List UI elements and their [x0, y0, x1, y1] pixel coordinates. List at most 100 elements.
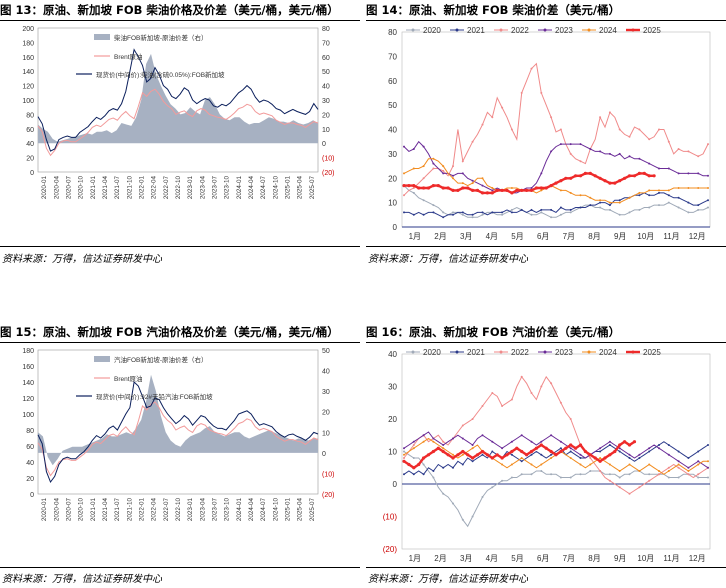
fig14-marker-2024 — [559, 189, 562, 192]
fig16-plot-frame — [401, 353, 711, 550]
fig16-marker-2023 — [442, 444, 445, 446]
figure-15-title: 图 15：原油、新加坡 FOB 汽油价格及价差（美元/桶，美元/桶） — [0, 325, 339, 339]
figure-16: 图 16：原油、新加坡 FOB 汽油价差（美元/桶） (20) (10) 0 10 20… — [366, 322, 726, 588]
fig16-y-tick: 0 — [393, 480, 398, 489]
fig16-marker-2024 — [520, 457, 523, 459]
fig13-left-tick: 60 — [26, 127, 34, 134]
fig14-marker-2025 — [451, 188, 455, 192]
fig14-marker-2025 — [578, 174, 583, 178]
fig16-marker-2020 — [510, 476, 513, 479]
fig14-x-label: 3月 — [460, 232, 472, 241]
fig14-marker-2020 — [422, 199, 425, 202]
fig15-x-tick: 2021-10 — [126, 498, 133, 522]
fig14-marker-2020 — [412, 191, 415, 194]
fig16-line-2023 — [403, 431, 709, 469]
fig16-marker-2025 — [422, 456, 426, 460]
fig14-marker-2025 — [490, 191, 494, 195]
fig16-marker-2023 — [510, 440, 513, 443]
fig14-x-label: 7月 — [563, 232, 575, 241]
fig16-marker-2024 — [608, 463, 611, 466]
fig16-legend-marker-2020 — [411, 350, 415, 354]
fig14-marker-2021 — [422, 213, 425, 216]
fig14-marker-2025 — [647, 174, 651, 178]
fig15-left-tick: 120 — [22, 396, 34, 403]
fig14-legend-2023: 2023 — [555, 26, 573, 35]
fig16-marker-2021 — [618, 450, 621, 453]
fig16-marker-2021 — [540, 453, 543, 456]
fig16-marker-2024 — [658, 470, 660, 472]
figure-13-bottom-rule — [0, 246, 360, 247]
fig14-marker-2022 — [638, 128, 641, 131]
fig15-left-tick: 20 — [26, 476, 34, 483]
fig14-marker-2020 — [471, 216, 474, 219]
fig16-x-label: 6月 — [537, 554, 549, 563]
fig16-x-label: 8月 — [588, 554, 600, 563]
fig14-y-tick: 30 — [388, 150, 397, 159]
fig14-marker-2020 — [510, 208, 513, 211]
fig14-marker-2021 — [452, 213, 454, 216]
fig16-marker-2020 — [403, 450, 405, 453]
fig14-marker-2022 — [618, 128, 621, 131]
fig14-marker-2024 — [589, 196, 592, 199]
fig16-marker-2020 — [559, 476, 562, 479]
fig16-marker-2025 — [500, 456, 504, 460]
fig16-marker-2021 — [471, 460, 474, 463]
fig16-marker-2024 — [540, 463, 543, 466]
fig16-marker-2025 — [466, 453, 470, 457]
fig14-marker-2025 — [510, 191, 514, 195]
fig14-marker-2020 — [608, 208, 611, 211]
fig15-left-tick: 40 — [26, 460, 34, 467]
fig14-marker-2025 — [618, 179, 622, 183]
fig14-marker-2025 — [436, 184, 440, 188]
fig14-marker-2020 — [501, 213, 504, 216]
fig15-right-tick: (20) — [322, 492, 334, 499]
fig16-marker-2021 — [687, 457, 690, 459]
fig16-marker-2022 — [501, 405, 504, 407]
fig16-line-2020 — [403, 451, 708, 528]
fig14-marker-2020 — [707, 206, 709, 209]
fig13-right-tick: 50 — [322, 69, 330, 76]
fig14-marker-2021 — [481, 211, 484, 214]
fig14-marker-2025 — [441, 186, 445, 190]
fig15-x-tick: 2022-01 — [138, 498, 145, 522]
fig16-marker-2023 — [569, 447, 572, 450]
fig14-marker-2023 — [569, 143, 572, 146]
fig16-marker-2023 — [471, 444, 474, 446]
fig16-marker-2020 — [471, 515, 474, 518]
fig14-marker-2020 — [599, 206, 602, 209]
fig15-x-tick: 2022-07 — [163, 498, 170, 522]
fig13-x-tick: 2020-07 — [65, 176, 72, 200]
figure-13: 图 13：原油、新加坡 FOB 柴油价格及价差（美元/桶，美元/桶） 0 20 40… — [0, 0, 360, 268]
figure-14: 图 14：原油、新加坡 FOB 柴油价差（美元/桶） 0 10 20 30 40 50 60… — [366, 0, 726, 268]
fig15-x-tick: 2024-04 — [248, 498, 255, 522]
fig16-marker-2020 — [540, 470, 543, 472]
fig16-marker-2020 — [628, 473, 631, 476]
fig13-left-tick: 0 — [30, 170, 34, 177]
fig16-marker-2021 — [403, 473, 405, 476]
fig16-legend-marker-2022 — [499, 350, 503, 354]
fig14-marker-2025 — [525, 188, 529, 192]
fig15-right-tick: (10) — [322, 471, 334, 478]
fig14-marker-2025 — [539, 186, 543, 190]
fig14-marker-2023 — [481, 184, 484, 187]
fig16-marker-2024 — [589, 463, 592, 466]
fig14-marker-2020 — [658, 204, 660, 207]
fig16-marker-2025 — [436, 446, 440, 450]
fig16-marker-2020 — [648, 473, 651, 476]
fig16-marker-2025 — [559, 449, 563, 454]
fig14-marker-2023 — [687, 172, 690, 175]
fig16-marker-2024 — [697, 463, 700, 466]
fig13-x-tick: 2021-10 — [126, 176, 133, 200]
fig16-marker-2025 — [426, 453, 431, 457]
fig14-x-label: 1月 — [409, 232, 421, 241]
fig14-marker-2025 — [461, 186, 465, 190]
fig14-marker-2022 — [559, 128, 562, 131]
fig16-marker-2023 — [550, 434, 553, 437]
fig13-left-tick: 200 — [22, 26, 34, 33]
figure-14-source: 资料来源：万得，信达证券研发中心 — [368, 254, 528, 265]
fig16-legend-2024: 2024 — [599, 348, 617, 357]
fig14-marker-2025 — [583, 171, 587, 175]
fig14-marker-2025 — [627, 174, 632, 178]
fig16-marker-2021 — [452, 466, 454, 469]
fig16-marker-2024 — [677, 463, 680, 466]
